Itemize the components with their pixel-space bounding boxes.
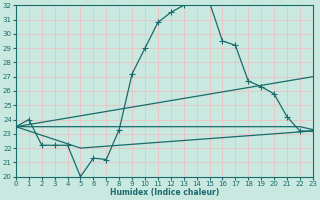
X-axis label: Humidex (Indice chaleur): Humidex (Indice chaleur): [110, 188, 219, 197]
